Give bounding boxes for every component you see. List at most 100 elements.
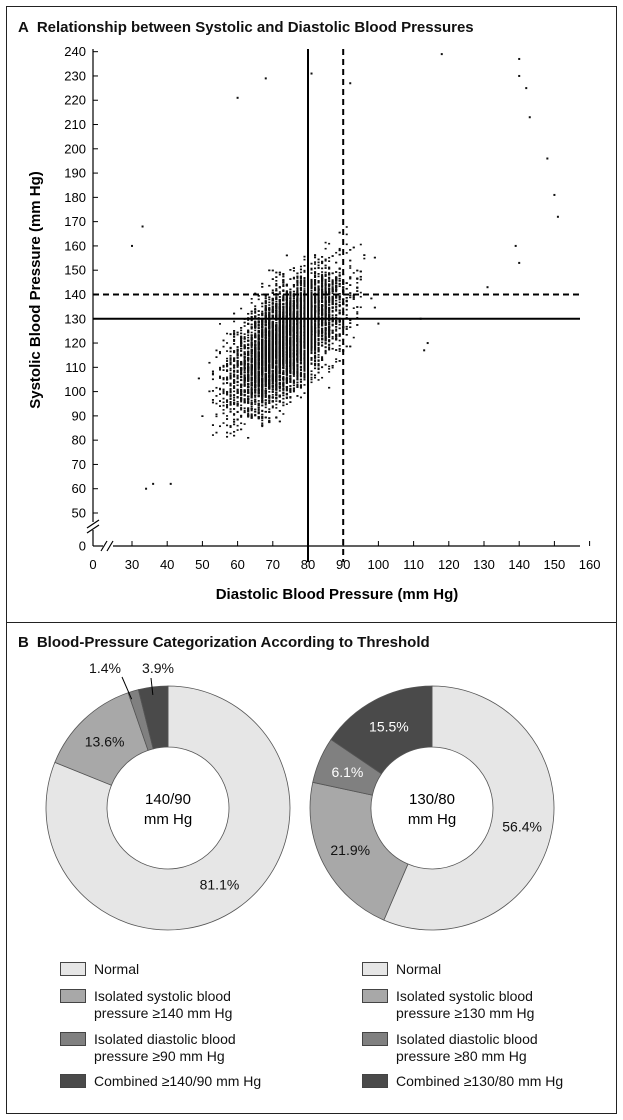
data-point (317, 275, 320, 278)
data-point (303, 269, 306, 272)
data-point (285, 376, 288, 378)
data-point (240, 341, 243, 343)
data-point (310, 376, 313, 379)
data-point (285, 301, 288, 303)
data-point (324, 241, 327, 244)
data-point (229, 369, 232, 372)
data-point (356, 312, 359, 315)
data-point (324, 259, 327, 262)
data-point (338, 247, 341, 250)
data-point (303, 370, 306, 372)
data-point (331, 280, 334, 283)
data-point (257, 409, 260, 411)
data-point (292, 276, 295, 279)
data-point (328, 347, 331, 350)
data-point (335, 328, 338, 331)
data-point (338, 350, 341, 352)
data-point (299, 368, 302, 370)
data-point (268, 298, 271, 301)
data-point (250, 386, 253, 389)
data-point (250, 339, 253, 342)
data-point (261, 419, 264, 422)
data-point (229, 388, 232, 391)
data-point (328, 289, 331, 292)
data-point (275, 288, 278, 290)
data-point (345, 308, 348, 311)
data-point (335, 290, 338, 293)
data-point (289, 396, 292, 399)
data-point (345, 252, 348, 254)
data-point (226, 332, 229, 335)
data-point (250, 335, 253, 337)
data-point (299, 284, 302, 287)
data-point (243, 409, 246, 412)
data-point (226, 377, 229, 380)
data-point (282, 369, 285, 372)
data-point (359, 291, 362, 294)
data-point (275, 321, 278, 324)
data-point (331, 324, 334, 327)
data-point (363, 257, 366, 260)
data-point (254, 396, 257, 398)
data-point (324, 320, 327, 323)
data-point (314, 286, 317, 289)
data-point (236, 424, 239, 427)
data-point (303, 281, 306, 283)
data-point (233, 396, 236, 399)
data-point (352, 336, 355, 339)
panel-a-title-text: Relationship between Systolic and Diasto… (36, 19, 474, 36)
data-point (264, 406, 267, 409)
data-point (278, 387, 281, 390)
data-point (271, 394, 274, 396)
data-point (324, 281, 327, 284)
data-point (335, 358, 338, 360)
data-point (314, 349, 317, 351)
data-point (328, 260, 331, 262)
data-point (324, 330, 327, 333)
data-point (352, 307, 355, 309)
data-point (317, 326, 320, 328)
data-point (314, 263, 317, 265)
data-point (275, 382, 278, 384)
data-point (243, 340, 246, 343)
data-point (328, 365, 331, 368)
data-point (310, 290, 313, 292)
data-point (268, 391, 271, 393)
data-point (257, 368, 260, 370)
data-point (261, 324, 264, 327)
data-point (250, 399, 253, 402)
data-point (250, 371, 253, 373)
data-point (243, 358, 246, 360)
data-point (229, 408, 232, 410)
scatter-plot: 0506070809010011012013014015016017018019… (27, 44, 600, 603)
data-point (240, 404, 243, 407)
data-point (321, 273, 324, 276)
data-point (268, 304, 271, 306)
data-point (275, 280, 278, 282)
panel-a-letter: A (18, 19, 29, 36)
data-point (268, 377, 271, 379)
data-point (261, 381, 264, 384)
data-point (292, 269, 295, 272)
data-point (328, 371, 331, 373)
data-point (324, 352, 327, 355)
data-point (236, 351, 239, 353)
data-point (331, 311, 334, 313)
data-point (338, 344, 341, 347)
data-point (324, 288, 327, 290)
data-point (278, 291, 281, 293)
data-point (345, 233, 348, 236)
data-point (264, 319, 267, 321)
data-point (282, 294, 285, 297)
data-point (264, 403, 267, 406)
data-point (250, 310, 253, 313)
data-point (299, 271, 302, 274)
data-point (264, 328, 267, 330)
data-point (335, 321, 338, 323)
data-point (261, 310, 264, 313)
data-point (331, 279, 334, 281)
data-point (240, 400, 243, 403)
data-point (236, 376, 239, 379)
data-point (331, 292, 334, 295)
data-point (299, 372, 302, 375)
